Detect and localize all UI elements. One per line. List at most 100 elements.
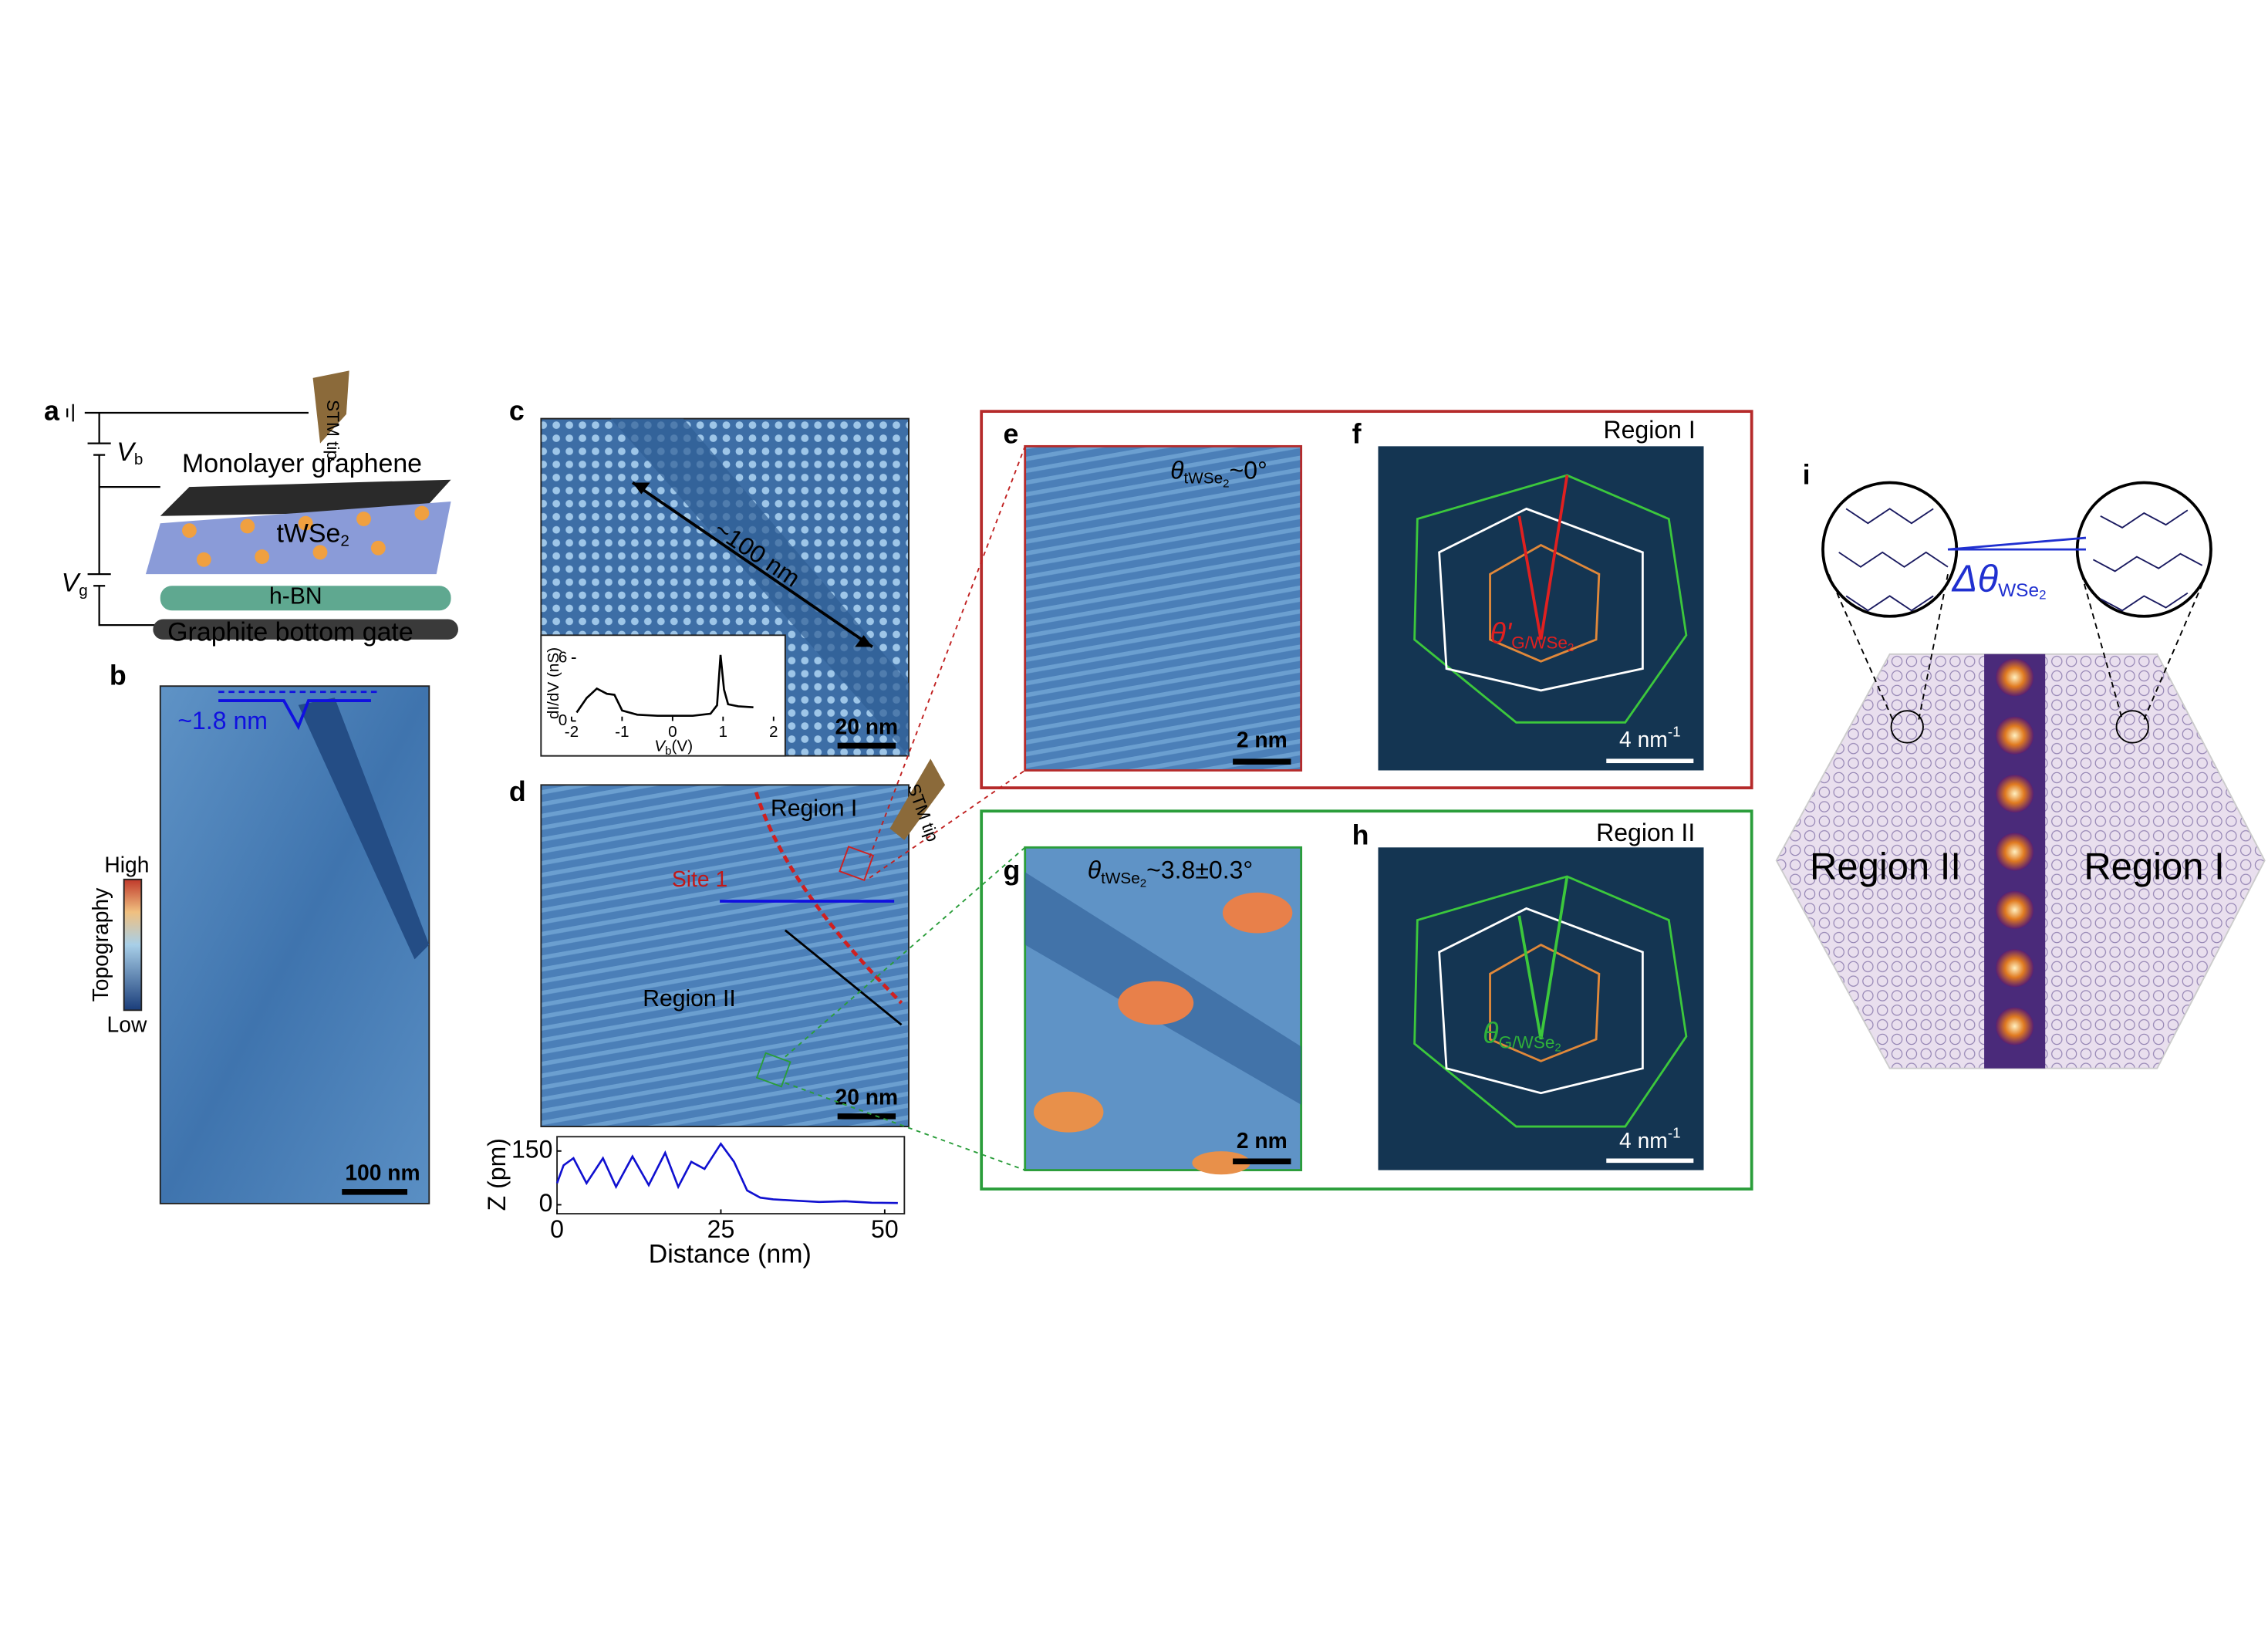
angle-sub: WSe: [1998, 580, 2039, 601]
stm-image: [1024, 444, 1303, 772]
vb-label: Vb: [116, 437, 143, 469]
inset-bg: [540, 634, 786, 757]
scale-sup: -1: [1668, 723, 1681, 739]
twse2-label: tWSe2: [276, 518, 349, 550]
angle-subsub: 2: [2039, 588, 2046, 603]
region1-label: Region I: [771, 795, 857, 821]
vb: V: [116, 437, 137, 467]
region1-frame: [980, 410, 1753, 789]
panel-label: c: [509, 395, 525, 426]
y-tick-label: 150: [511, 1135, 552, 1163]
x-tick-label: -1: [615, 723, 629, 741]
circuit: [66, 404, 309, 627]
region1-label: Region I: [2084, 846, 2224, 888]
angle-label: θG/WSe2: [1483, 1016, 1561, 1054]
angle-sub: G/WSe: [1499, 1033, 1555, 1052]
scale-sup: -1: [1668, 1124, 1681, 1140]
stm-tip: [312, 370, 349, 444]
vg-label: Vg: [62, 568, 88, 600]
angle-subsub: 2: [1568, 641, 1574, 654]
inset-plot: -2 -1 0 1 2 0 6dI/dV (nS) Vb(V): [545, 647, 778, 758]
angle-symbol: Δθ: [1952, 559, 1999, 600]
fft-pattern: [1413, 875, 1688, 1128]
y-tick-label: 0: [539, 1189, 553, 1217]
stm-tip: [889, 758, 946, 840]
angle-subsub: 2: [1140, 876, 1146, 890]
boundary: [754, 792, 903, 1005]
x-tick-label: 1: [719, 723, 728, 741]
angle-label: ΔθWSe2: [1952, 559, 2047, 603]
twse2-sub: 2: [340, 532, 349, 550]
angle-label: θtWSe2~0°: [1170, 457, 1267, 491]
data-line: [555, 1142, 898, 1204]
site-label: Site 1: [672, 866, 727, 891]
x-label-sub: b: [665, 745, 671, 758]
region-label: Region I: [1604, 416, 1696, 444]
scale-bar: [1606, 1158, 1694, 1164]
x-axis-label: Distance (nm): [649, 1240, 812, 1269]
x-label-unit: (V): [672, 738, 694, 755]
panel-label: i: [1803, 459, 1811, 490]
scale-bar-label: 20 nm: [835, 714, 899, 738]
scale-bar-label: 2 nm: [1237, 1128, 1288, 1153]
colorbar: [123, 878, 143, 1012]
twse2: tWSe: [276, 518, 340, 548]
panel-label: a: [44, 395, 60, 426]
vg-sub: g: [79, 582, 88, 600]
fft-image: [1378, 446, 1704, 771]
hbn-label: h-BN: [269, 583, 322, 609]
scale-text: 4 nm: [1619, 727, 1668, 752]
x-tick-label: 25: [707, 1215, 735, 1243]
region-label: Region II: [1596, 819, 1695, 846]
vg: V: [62, 568, 82, 597]
x-axis-label: Vb(V): [654, 738, 693, 758]
angle-symbol: θ: [1170, 457, 1184, 485]
wall-orbitals: [1996, 658, 2034, 1045]
panel-label: d: [509, 776, 526, 807]
atoms: [182, 505, 430, 567]
scale-bar: [1233, 1158, 1291, 1165]
region2-frame: [980, 809, 1753, 1191]
angle-symbol: θ: [1088, 856, 1102, 884]
angle-label: θtWSe2~3.8±0.3°: [1088, 856, 1254, 890]
arrow: [784, 929, 903, 1026]
scale-bar: [837, 1113, 896, 1120]
angle-sub: tWSe: [1101, 870, 1140, 887]
zoom-lines: [785, 846, 1026, 1171]
y-axis-label: Z (pm): [483, 1138, 511, 1211]
trench: [298, 697, 430, 960]
moire-features: [1024, 872, 1301, 1175]
panel-label: e: [1003, 419, 1018, 450]
x-tick-label: 0: [668, 723, 677, 741]
scale-bar: [1233, 758, 1291, 765]
angle-value: ~3.8±0.3°: [1146, 856, 1253, 884]
y-tick-label: 6: [559, 649, 568, 667]
x-tick-label: -2: [565, 723, 579, 741]
graphene-label: Monolayer graphene: [182, 449, 422, 478]
y-axis-label: dI/dV (nS): [545, 647, 562, 719]
hbn-layer: [160, 586, 451, 611]
x-tick-label: 0: [550, 1215, 564, 1243]
gate-layer: [153, 619, 458, 640]
x-tick-label: 2: [769, 723, 778, 741]
zoom-lines: [869, 446, 1026, 879]
depth-label: ~1.8 nm: [177, 707, 268, 735]
fft-pattern: [1413, 474, 1688, 724]
scale-bar: [837, 742, 896, 749]
wse2-layer: [145, 501, 451, 575]
panel-label: h: [1352, 820, 1369, 851]
scale-bar-label: 4 nm-1: [1619, 1124, 1681, 1153]
angle-symbol: θ: [1483, 1016, 1499, 1049]
scale-bar-label: 4 nm-1: [1619, 723, 1681, 752]
panel-label: g: [1003, 855, 1020, 886]
x-label-symbol: V: [654, 738, 667, 755]
angle-subsub: 2: [1554, 1041, 1561, 1054]
region2-label: Region II: [1810, 846, 1961, 888]
topography-image: [159, 685, 430, 1204]
profile-line: [218, 699, 371, 731]
region2-label: Region II: [643, 986, 736, 1012]
arrow: [631, 481, 873, 648]
